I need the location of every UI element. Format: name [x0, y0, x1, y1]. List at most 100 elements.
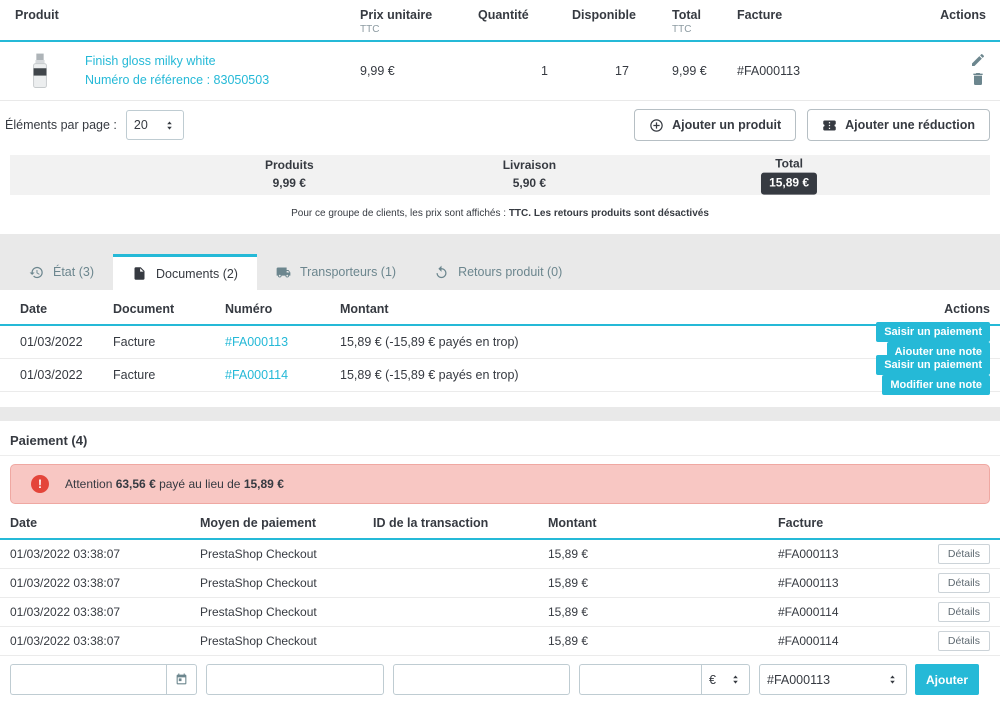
rotate-left-icon [436, 265, 447, 278]
alert-exclamation-icon: ! [31, 475, 49, 493]
alert-middle: payé au lieu de [155, 477, 244, 491]
payment-method: PrestaShop Checkout [200, 634, 317, 648]
totals-products-value: 9,99 € [272, 176, 306, 191]
col-header-prix-ttc: TTC [360, 24, 380, 35]
add-payment-form: € #FA000113 Ajouter [0, 656, 1000, 695]
payment-amount: 15,89 € [548, 605, 589, 619]
product-available: 17 [615, 64, 629, 78]
payment-amount: 15,89 € [548, 634, 589, 648]
enter-payment-button[interactable]: Saisir un paiement [876, 322, 990, 342]
document-icon [134, 267, 145, 280]
doc-col-numero: Numéro [225, 302, 273, 316]
doc-amount: 15,89 € (-15,89 € payés en trop) [340, 335, 519, 349]
select-stepper-icon [167, 120, 172, 130]
payment-date-group [10, 664, 197, 695]
payment-invoice: #FA000113 [778, 547, 839, 561]
payment-details-button[interactable]: Détails [937, 602, 990, 622]
totals-shipping-label: Livraison [502, 158, 557, 173]
items-per-page-value: 20 [133, 118, 148, 132]
items-per-page-select[interactable]: 20 [125, 110, 184, 140]
note-returns-disabled: Les retours produits sont désactivés [533, 208, 709, 219]
tab-etat-label: État (3) [53, 265, 94, 279]
col-header-prix-unitaire: Prix unitaire TTC [360, 8, 478, 35]
pencil-icon [972, 53, 985, 66]
product-reference-link[interactable]: Numéro de référence : 83050503 [85, 73, 270, 87]
product-invoice: #FA000113 [737, 64, 801, 78]
doc-actions-cell: Saisir un paiement Modifier une note [782, 355, 1000, 395]
alert-text: Attention 63,56 € payé au lieu de 15,89 … [65, 477, 284, 491]
plus-circle-icon [650, 118, 663, 132]
payments-table-header: Date Moyen de paiement ID de la transact… [0, 504, 1000, 540]
tab-documents[interactable]: Documents (2) [113, 254, 257, 290]
doc-col-date: Date [20, 302, 48, 316]
add-discount-button[interactable]: Ajouter une réduction [807, 109, 990, 141]
payment-row: 01/03/2022 03:38:07 PrestaShop Checkout … [0, 569, 1000, 598]
transaction-id-input[interactable] [393, 664, 570, 695]
payment-method-input[interactable] [206, 664, 384, 695]
edit-note-button[interactable]: Modifier une note [882, 375, 990, 395]
payment-row: 01/03/2022 03:38:07 PrestaShop Checkout … [0, 598, 1000, 627]
payment-date-input[interactable] [10, 664, 166, 695]
edit-product-button[interactable] [970, 52, 986, 71]
date-picker-button[interactable] [166, 664, 197, 695]
totals-shipping: Livraison 5,90 € [503, 157, 556, 193]
overpayment-alert: ! Attention 63,56 € payé au lieu de 15,8… [10, 464, 990, 504]
products-table-header: Produit Prix unitaire TTC Quantité Dispo… [0, 0, 1000, 42]
col-header-quantite: Quantité [478, 8, 529, 22]
product-quantity: 1 [541, 64, 548, 78]
tab-documents-label: Documents (2) [156, 266, 238, 281]
doc-col-document: Document [113, 302, 175, 316]
pay-col-transaction: ID de la transaction [373, 516, 489, 530]
tax-display-note: Pour ce groupe de clients, les prix sont… [0, 208, 1000, 219]
tab-etat[interactable]: État (3) [10, 254, 113, 290]
col-header-actions: Actions [940, 8, 986, 22]
doc-type: Facture [113, 335, 156, 349]
add-discount-label: Ajouter une réduction [845, 118, 975, 132]
truck-icon [276, 267, 291, 277]
items-per-page-label: Éléments par page : [5, 118, 117, 132]
add-product-button[interactable]: Ajouter un produit [634, 109, 797, 141]
doc-number-link[interactable]: #FA000113 [225, 335, 289, 349]
payment-date: 01/03/2022 03:38:07 [10, 576, 121, 590]
note-prefix: Pour ce groupe de clients, les prix sont… [291, 208, 509, 219]
payment-method: PrestaShop Checkout [200, 605, 317, 619]
product-total: 9,99 € [672, 64, 707, 78]
payment-details-button[interactable]: Détails [937, 573, 990, 593]
payment-method: PrestaShop Checkout [200, 547, 317, 561]
alert-prefix: Attention [65, 477, 116, 491]
order-products-panel: Produit Prix unitaire TTC Quantité Dispo… [0, 0, 1000, 219]
doc-date: 01/03/2022 [20, 368, 83, 382]
payments-title: Paiement (4) [0, 421, 1000, 456]
tab-retours-produit[interactable]: Retours produit (0) [415, 254, 581, 290]
add-payment-button[interactable]: Ajouter [915, 664, 979, 695]
doc-date: 01/03/2022 [20, 335, 83, 349]
payment-details-button[interactable]: Détails [937, 631, 990, 651]
documents-table-header: Date Document Numéro Montant Actions [0, 290, 1000, 326]
col-header-total-ttc: TTC [672, 24, 692, 35]
tab-transporteurs-label: Transporteurs (1) [299, 265, 397, 279]
currency-value: € [709, 672, 716, 687]
totals-total-label: Total [775, 156, 803, 171]
doc-number-link[interactable]: #FA000114 [225, 368, 289, 382]
currency-select[interactable]: € [701, 664, 750, 695]
col-header-disponible: Disponible [572, 8, 636, 22]
section-divider [0, 407, 1000, 421]
enter-payment-button[interactable]: Saisir un paiement [876, 355, 990, 375]
document-row: 01/03/2022 Facture #FA000114 15,89 € (-1… [0, 355, 1000, 395]
order-tabs: État (3) Documents (2) Transporteurs (1)… [0, 234, 1000, 290]
tab-transporteurs[interactable]: Transporteurs (1) [257, 254, 415, 290]
product-name-link[interactable]: Finish gloss milky white [85, 53, 216, 68]
col-header-prix-label: Prix unitaire [360, 8, 433, 22]
invoice-select[interactable]: #FA000113 [759, 664, 907, 695]
ticket-icon [823, 120, 836, 130]
invoice-select-value: #FA000113 [767, 672, 831, 687]
col-header-total: Total TTC [672, 8, 737, 35]
payment-details-button[interactable]: Détails [937, 544, 990, 564]
payment-date: 01/03/2022 03:38:07 [10, 605, 121, 619]
delete-product-button[interactable] [970, 71, 986, 90]
pay-col-invoice: Facture [778, 516, 824, 530]
calendar-icon [176, 673, 187, 685]
payment-amount-input[interactable] [579, 664, 701, 695]
alert-amount-paid: 63,56 € [115, 477, 156, 491]
payment-invoice: #FA000114 [778, 605, 839, 619]
